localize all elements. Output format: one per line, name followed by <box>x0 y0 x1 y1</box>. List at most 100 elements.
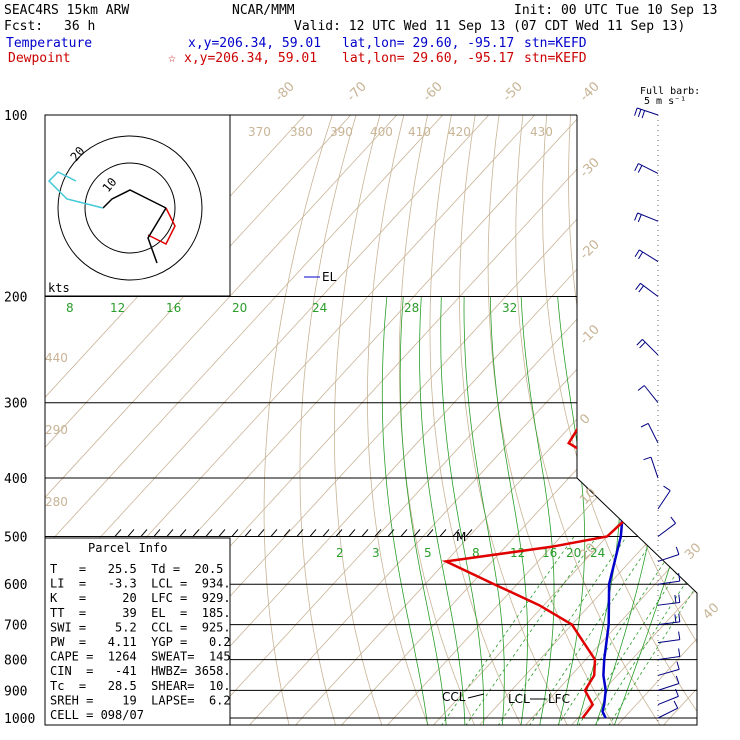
wind-barb-flag <box>635 282 641 291</box>
wind-barb-staff <box>657 490 671 510</box>
wind-barb-flag <box>634 212 639 221</box>
moist-adiabat-line <box>556 296 586 725</box>
theta-label: 440 <box>45 351 68 365</box>
wind-barb-flag <box>634 107 638 116</box>
wind-barb-staff <box>657 683 680 691</box>
wind-barb-column <box>634 107 681 725</box>
moist-adiabat-label: 8 <box>66 301 74 315</box>
temperature-trace <box>601 115 674 719</box>
dry-adiabat-line <box>515 115 665 725</box>
hatch-mark <box>257 529 265 537</box>
wind-barb-flag <box>643 456 652 461</box>
wind-barb-staff <box>643 385 659 404</box>
isotherm-label: 0 <box>577 411 593 427</box>
hodograph-trace <box>47 171 104 209</box>
wind-barb-staff <box>650 457 659 479</box>
isotherm-label: -20 <box>577 237 603 263</box>
dry-adiabat-line <box>333 115 389 725</box>
wind-barb-flag <box>637 109 642 118</box>
wind-barb-staff <box>657 656 680 661</box>
pressure-tick-label: 800 <box>4 654 27 669</box>
wind-barb-staff <box>640 282 659 297</box>
mixing-ratio-line <box>494 536 627 725</box>
isotherm-label: -50 <box>500 79 526 105</box>
wind-barb-flag <box>678 631 681 640</box>
wind-barb-flag <box>641 110 646 119</box>
isotherm-line <box>289 115 697 725</box>
hatch-mark <box>283 529 291 537</box>
isotherm-line <box>657 115 697 725</box>
init-time: Init: 00 UTC Tue 10 Sep 13 <box>514 3 718 18</box>
forecast-hour: 36 h <box>64 19 95 34</box>
wind-barb-flag <box>673 700 679 709</box>
isotherm-line <box>45 115 469 725</box>
pressure-tick-label: 600 <box>4 578 27 593</box>
dry-adiabat-line <box>734 87 740 730</box>
organization: NCAR/MMM <box>232 3 295 18</box>
ccl-marker-line <box>467 693 485 699</box>
hodograph-trace <box>102 189 167 209</box>
parcel-row: CIN = -41 HWBZ= 3658. <box>50 664 231 678</box>
hatch-mark <box>465 529 473 537</box>
parcel-row: LI = -3.3 LCL = 934. <box>50 577 231 591</box>
hatch-mark <box>153 529 161 537</box>
theta-label: 280 <box>45 495 68 509</box>
hatch-mark <box>426 529 434 537</box>
wind-barb-flag <box>637 165 643 173</box>
moist-adiabat-label: 24 <box>312 301 327 315</box>
hatch-mark <box>439 529 447 537</box>
hodograph-frame <box>44 114 231 297</box>
el-label: EL <box>322 270 337 284</box>
model-name: SEAC4RS 15km ARW <box>4 3 129 18</box>
isotherm-label: -30 <box>577 155 603 181</box>
dewpoint-station: stn=KEFD <box>524 51 587 66</box>
hatch-mark <box>322 529 330 537</box>
isotherm-line <box>611 115 697 725</box>
mixing-ratio-label: 5 <box>424 546 432 560</box>
theta-label: 410 <box>408 125 431 139</box>
isotherm-label: -40 <box>577 79 603 105</box>
moist-adiabat-line <box>611 296 697 725</box>
pressure-tick-label: 700 <box>4 619 27 634</box>
wind-barb-flag <box>675 688 679 697</box>
wind-barb-staff <box>657 580 680 585</box>
legend-temperature: Temperature <box>6 36 92 51</box>
isotherm-label: 30 <box>682 541 704 563</box>
moist-adiabat-label: 12 <box>110 301 125 315</box>
parcel-row: SWI = 5.2 CCL = 925. <box>50 620 231 634</box>
moist-adiabat-label: 20 <box>232 301 247 315</box>
moist-adiabat-line <box>440 296 485 725</box>
dry-adiabat-line <box>542 115 697 725</box>
isotherm-label: 40 <box>700 601 722 623</box>
moist-adiabat-line <box>520 296 555 725</box>
hatch-mark <box>114 529 122 537</box>
dry-adiabat-line <box>593 115 697 725</box>
hatch-mark <box>296 529 304 537</box>
dewpoint-lat-lon: lat,lon= 29.60, -95.17 <box>342 51 514 66</box>
wind-barb-staff <box>647 423 659 444</box>
barb-legend-title: Full barb: <box>640 86 700 97</box>
moist-adiabat-line <box>490 296 528 725</box>
pressure-tick-label: 400 <box>4 472 27 487</box>
legend-dewpoint: Dewpoint <box>8 51 71 66</box>
isotherm-line <box>45 115 331 725</box>
wind-barb-flag <box>634 163 639 172</box>
mixing-ratio-line <box>553 536 682 725</box>
parcel-row: CAPE = 1264 SWEAT= 145 <box>50 650 231 664</box>
wind-barb-staff <box>657 602 680 606</box>
wind-barb-flag <box>674 594 677 603</box>
hatch-mark <box>140 529 148 537</box>
moist-adiabat-line <box>463 296 505 725</box>
wind-barb-flag <box>678 613 681 622</box>
hatch-mark <box>374 529 382 537</box>
parcel-row: T = 25.5 Td = 20.5 <box>50 562 223 576</box>
isotherm-line <box>45 115 377 725</box>
mixing-ratio-line <box>461 536 598 725</box>
dry-adiabat-line <box>398 115 478 725</box>
isotherm-line <box>427 115 697 725</box>
pressure-tick-label: 500 <box>4 530 27 545</box>
wind-barb-staff <box>657 554 680 562</box>
hatch-mark <box>335 529 343 537</box>
wind-barb-staff <box>657 522 676 537</box>
